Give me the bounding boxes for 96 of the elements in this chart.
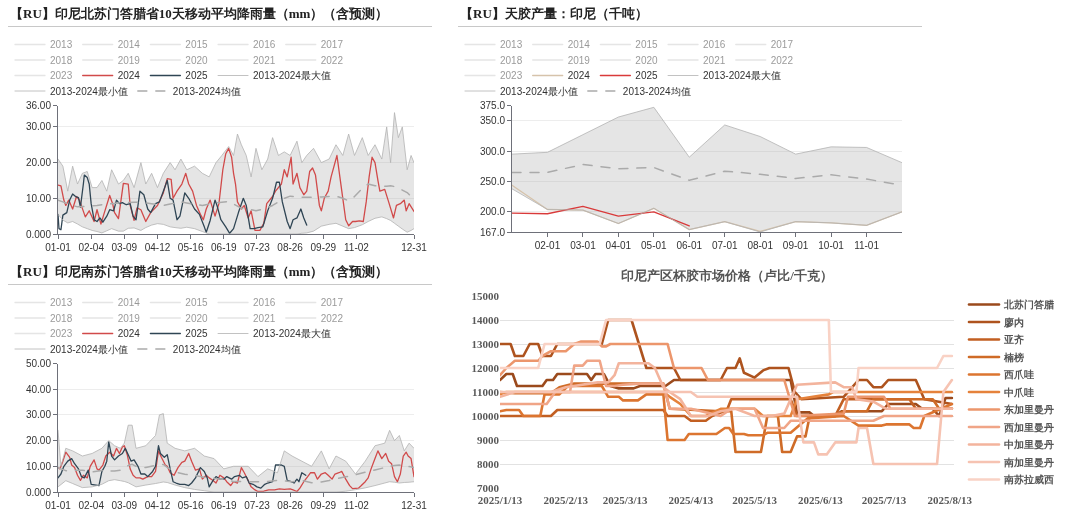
y-tick-label: 8000 [477, 457, 500, 470]
legend-label: 2016 [703, 39, 726, 51]
x-tick-label: 08-26 [277, 500, 304, 511]
legend-label: 2023 [50, 328, 73, 340]
x-tick-label: 05-16 [177, 500, 204, 511]
legend-label: 南加里曼丹 [1003, 456, 1054, 468]
legend-label: 北苏门答腊 [1003, 299, 1054, 311]
legend-label: 2019 [117, 312, 141, 324]
y-tick-label: 200.0 [479, 206, 506, 218]
legend-label: 2013-2024均值 [172, 343, 241, 355]
x-tick-label: 2025/4/13 [668, 494, 714, 506]
y-tick-label: 15000 [471, 289, 500, 302]
chart-title: 印尼产区杯胶市场价格（卢比/千克） [621, 267, 833, 283]
legend-label: 2016 [253, 297, 276, 309]
legend-label: 东加里曼丹 [1003, 404, 1054, 416]
legend-label: 2017 [320, 297, 344, 309]
chart-title: 【RU】天胶产量：印尼（千吨） [460, 5, 648, 21]
legend-label: 2018 [50, 312, 73, 324]
legend-label: 2021 [253, 312, 276, 324]
legend-label: 2018 [500, 54, 523, 66]
legend-label: 2021 [703, 54, 726, 66]
y-tick-label: 11000 [472, 385, 500, 398]
legend-label: 2022 [320, 312, 344, 324]
x-tick-label: 2025/8/13 [927, 494, 973, 506]
x-tick-label: 2025/6/13 [798, 494, 844, 506]
x-tick-label: 06-19 [211, 500, 238, 511]
x-tick-label: 09-01 [782, 240, 809, 251]
chart-title: 【RU】印尼南苏门答腊省10天移动平均降雨量（mm）（含预测） [10, 263, 389, 279]
legend-label: 2013-2024最大值 [253, 328, 331, 340]
x-tick-label: 2025/2/13 [543, 494, 589, 506]
x-tick-label: 04-12 [144, 500, 171, 511]
legend-label: 2024 [117, 328, 141, 340]
legend-label: 2022 [770, 54, 794, 66]
x-tick-label: 12-31 [401, 500, 428, 511]
legend-label: 2015 [185, 297, 209, 309]
x-tick-label: 07-23 [244, 500, 271, 511]
legend-label: 2014 [117, 297, 141, 309]
x-tick-label: 11-01 [854, 240, 880, 251]
legend-label: 2024 [567, 70, 591, 82]
x-tick-label: 11-02 [344, 500, 370, 511]
legend-label: 西加里曼丹 [1003, 421, 1054, 433]
legend-label: 廖内 [1003, 316, 1024, 328]
legend-label: 2014 [567, 39, 591, 51]
x-tick-label: 05-01 [641, 240, 668, 251]
legend-label: 2013-2024均值 [622, 85, 691, 97]
legend-label: 2013-2024最小值 [50, 343, 128, 355]
x-tick-label: 06-01 [676, 240, 703, 251]
x-tick-label: 10-01 [818, 240, 845, 251]
legend-label: 南苏拉威西 [1003, 474, 1054, 486]
y-tick-label: 0.000 [25, 486, 52, 498]
legend-label: 2013-2024最小值 [500, 85, 578, 97]
legend-label: 2013-2024最大值 [703, 70, 781, 82]
x-tick-label: 07-01 [711, 240, 738, 251]
legend-label: 2023 [500, 70, 523, 82]
x-tick-label: 2025/5/13 [732, 494, 778, 506]
y-tick-label: 14000 [471, 313, 500, 326]
legend-label: 2017 [770, 39, 794, 51]
y-tick-label: 300.0 [479, 145, 506, 157]
legend-label: 亚齐 [1003, 334, 1024, 346]
x-tick-label: 03-09 [111, 500, 138, 511]
y-tick-label: 167.0 [479, 226, 506, 238]
legend-label: 2013 [50, 297, 73, 309]
legend-label: 西爪哇 [1003, 369, 1034, 381]
x-tick-label: 03-01 [570, 240, 597, 251]
x-tick-label: 2025/7/13 [861, 494, 907, 506]
x-tick-label: 08-01 [747, 240, 774, 251]
y-tick-label: 250.0 [479, 176, 506, 188]
x-tick-label: 02-04 [78, 500, 105, 511]
x-tick-label: 01-01 [45, 500, 72, 511]
legend-label: 2019 [567, 54, 591, 66]
y-tick-label: 12000 [471, 361, 500, 374]
y-tick-label: 10.00 [25, 460, 52, 472]
y-tick-label: 10000 [471, 409, 500, 422]
y-tick-label: 9000 [477, 433, 500, 446]
legend-label: 2020 [635, 54, 659, 66]
legend-label: 2015 [635, 39, 659, 51]
legend-label: 中加里曼丹 [1004, 439, 1054, 451]
legend-label: 楠榜 [1003, 351, 1024, 363]
legend-label: 2025 [635, 70, 659, 82]
x-tick-label: 2025/3/13 [602, 494, 648, 506]
y-tick-label: 7000 [477, 481, 500, 494]
y-tick-label: 40.00 [25, 383, 52, 395]
legend-label: 2025 [185, 328, 209, 340]
x-tick-label: 09-29 [310, 500, 337, 511]
y-tick-label: 350.0 [479, 115, 506, 127]
x-tick-label: 2025/1/13 [477, 494, 523, 506]
legend-label: 2013 [500, 39, 523, 51]
legend-label: 2020 [185, 312, 209, 324]
y-tick-label: 50.00 [25, 358, 52, 369]
legend-label: 中爪哇 [1004, 386, 1034, 398]
y-tick-label: 375.0 [479, 100, 506, 111]
x-tick-label: 04-01 [605, 240, 632, 251]
x-tick-label: 02-01 [534, 240, 561, 251]
y-tick-label: 13000 [471, 337, 500, 350]
y-tick-label: 30.00 [25, 409, 52, 421]
y-tick-label: 20.00 [25, 435, 52, 447]
